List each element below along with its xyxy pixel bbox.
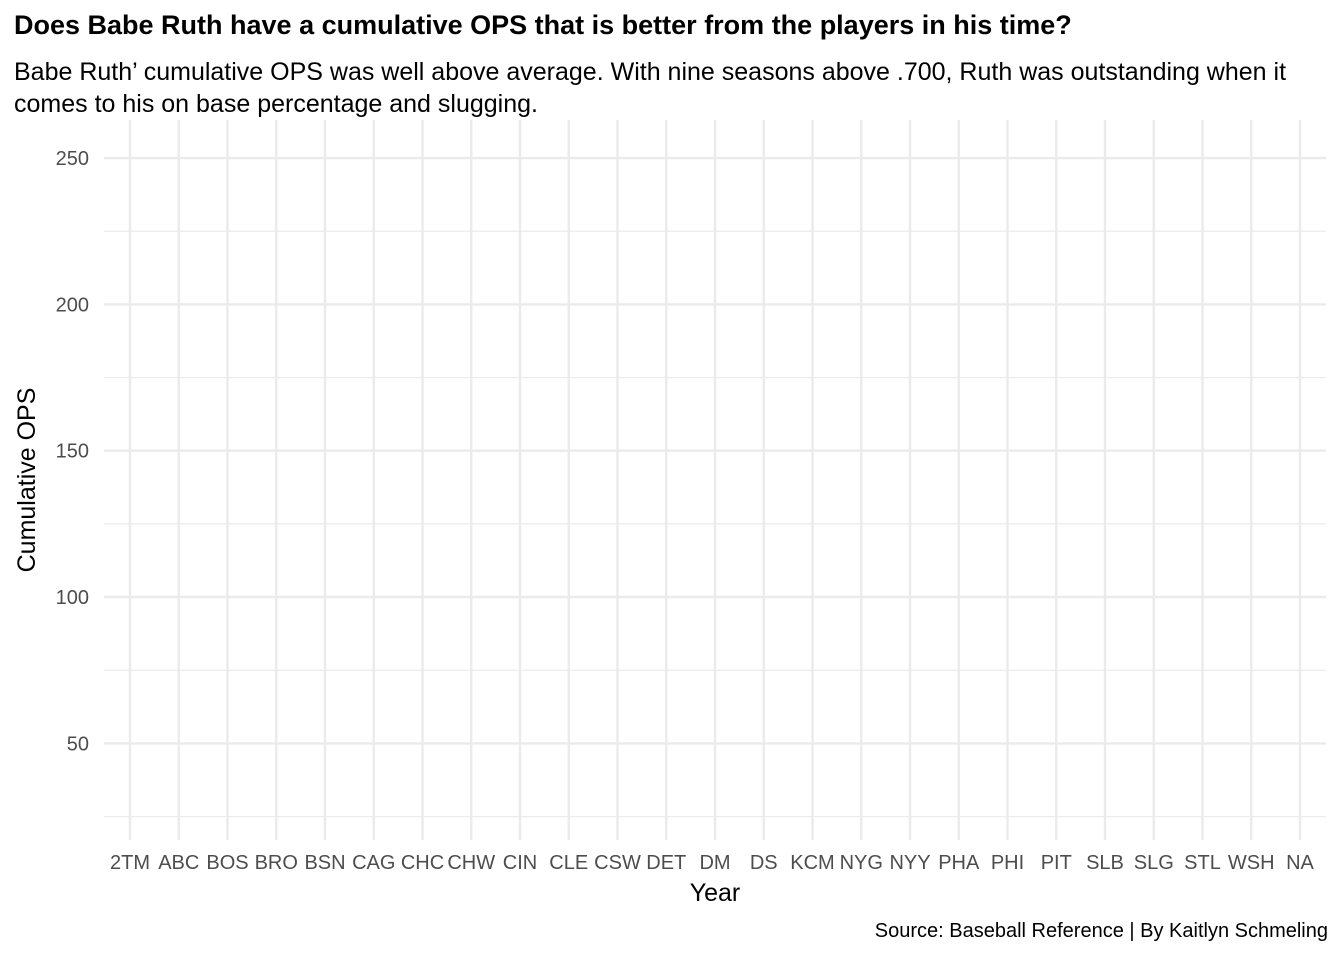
x-tick-label: WSH	[1228, 852, 1275, 874]
y-tick-label: 100	[56, 587, 89, 609]
x-axis-title: Year	[690, 879, 741, 907]
x-tick-label: CSW	[594, 852, 641, 874]
x-tick-label: PIT	[1041, 852, 1072, 874]
x-tick-label: NA	[1286, 852, 1314, 874]
x-tick-label: KCM	[790, 852, 834, 874]
x-tick-label: CHW	[447, 852, 495, 874]
x-tick-label: CAG	[352, 852, 395, 874]
major-gridlines	[104, 120, 1326, 840]
y-tick-label: 50	[67, 733, 89, 755]
x-axis-ticks: 2TM ABC BOS BRO BSN CAG CHC CHW CIN CLE CSW DET DM DS…	[110, 852, 1315, 874]
x-tick-label: BSN	[304, 852, 345, 874]
x-tick-label: BOS	[206, 852, 248, 874]
x-tick-label: 2TM	[110, 852, 150, 874]
x-tick-label: SLB	[1086, 852, 1124, 874]
x-tick-label: DET	[646, 852, 686, 874]
x-tick-label: CLE	[549, 852, 588, 874]
x-tick-label: CIN	[503, 852, 537, 874]
x-tick-label: SLG	[1134, 852, 1174, 874]
x-tick-label: CHC	[401, 852, 444, 874]
chart-subtitle: Babe Ruth’ cumulative OPS was well above…	[14, 58, 1287, 118]
x-tick-label: DM	[699, 852, 730, 874]
x-tick-label: DS	[750, 852, 778, 874]
y-tick-label: 200	[56, 294, 89, 316]
chart-caption: Source: Baseball Reference | By Kaitlyn …	[874, 920, 1328, 942]
x-tick-label: NYY	[889, 852, 930, 874]
y-axis-ticks: 50 100 150 200 250	[56, 148, 89, 755]
x-tick-label: NYG	[840, 852, 883, 874]
x-tick-label: PHA	[938, 852, 980, 874]
chart-title: Does Babe Ruth have a cumulative OPS tha…	[14, 10, 1072, 40]
y-tick-label: 250	[56, 148, 89, 170]
y-tick-label: 150	[56, 441, 89, 463]
x-tick-label: STL	[1184, 852, 1221, 874]
x-tick-label: PHI	[991, 852, 1024, 874]
x-tick-label: BRO	[255, 852, 298, 874]
x-tick-label: ABC	[158, 852, 199, 874]
y-axis-title: Cumulative OPS	[13, 388, 41, 573]
